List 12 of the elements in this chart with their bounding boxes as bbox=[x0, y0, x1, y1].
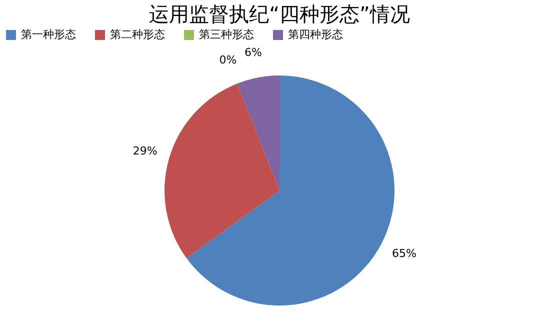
legend-label: 第一种形态 bbox=[21, 28, 76, 41]
data-label: 65% bbox=[392, 247, 416, 260]
text: 0% bbox=[219, 53, 237, 66]
pie-slice bbox=[186, 76, 394, 306]
legend-label: 第四种形态 bbox=[288, 28, 343, 41]
chart-title: 运用监督执纪“四种形态”情况 bbox=[149, 2, 410, 26]
legend-label: 第二种形态 bbox=[110, 28, 165, 41]
data-label: 29% bbox=[132, 144, 158, 158]
pie-slice bbox=[164, 84, 280, 258]
legend-label: 第三种形态 bbox=[199, 28, 254, 41]
pie-slice bbox=[237, 76, 280, 190]
data-label: 6% bbox=[244, 46, 262, 59]
